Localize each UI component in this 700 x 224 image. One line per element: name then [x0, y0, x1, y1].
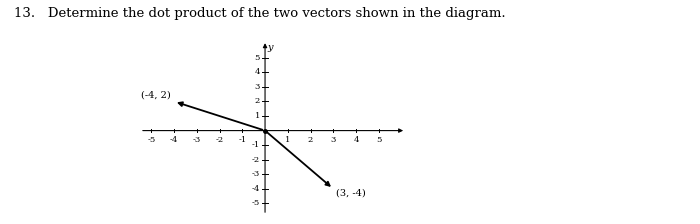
- Text: -4: -4: [170, 136, 178, 144]
- Text: -2: -2: [252, 156, 260, 164]
- Text: y: y: [267, 43, 272, 52]
- Text: 4: 4: [255, 68, 260, 76]
- Text: 1: 1: [285, 136, 290, 144]
- Text: -4: -4: [252, 185, 260, 193]
- Text: 1: 1: [255, 112, 260, 120]
- Text: -1: -1: [252, 141, 260, 149]
- Text: 13.   Determine the dot product of the two vectors shown in the diagram.: 13. Determine the dot product of the two…: [14, 7, 505, 20]
- Text: -3: -3: [252, 170, 260, 178]
- Text: (-4, 2): (-4, 2): [141, 91, 171, 100]
- Text: -5: -5: [252, 199, 260, 207]
- Text: -5: -5: [147, 136, 155, 144]
- Text: 2: 2: [308, 136, 313, 144]
- Text: (3, -4): (3, -4): [336, 188, 365, 197]
- Text: 3: 3: [330, 136, 336, 144]
- Text: 5: 5: [376, 136, 382, 144]
- Text: -2: -2: [216, 136, 223, 144]
- Text: -1: -1: [238, 136, 246, 144]
- Text: -3: -3: [193, 136, 201, 144]
- Text: 5: 5: [255, 54, 260, 62]
- Text: 2: 2: [255, 97, 260, 106]
- Text: 4: 4: [354, 136, 358, 144]
- Text: 3: 3: [255, 83, 260, 91]
